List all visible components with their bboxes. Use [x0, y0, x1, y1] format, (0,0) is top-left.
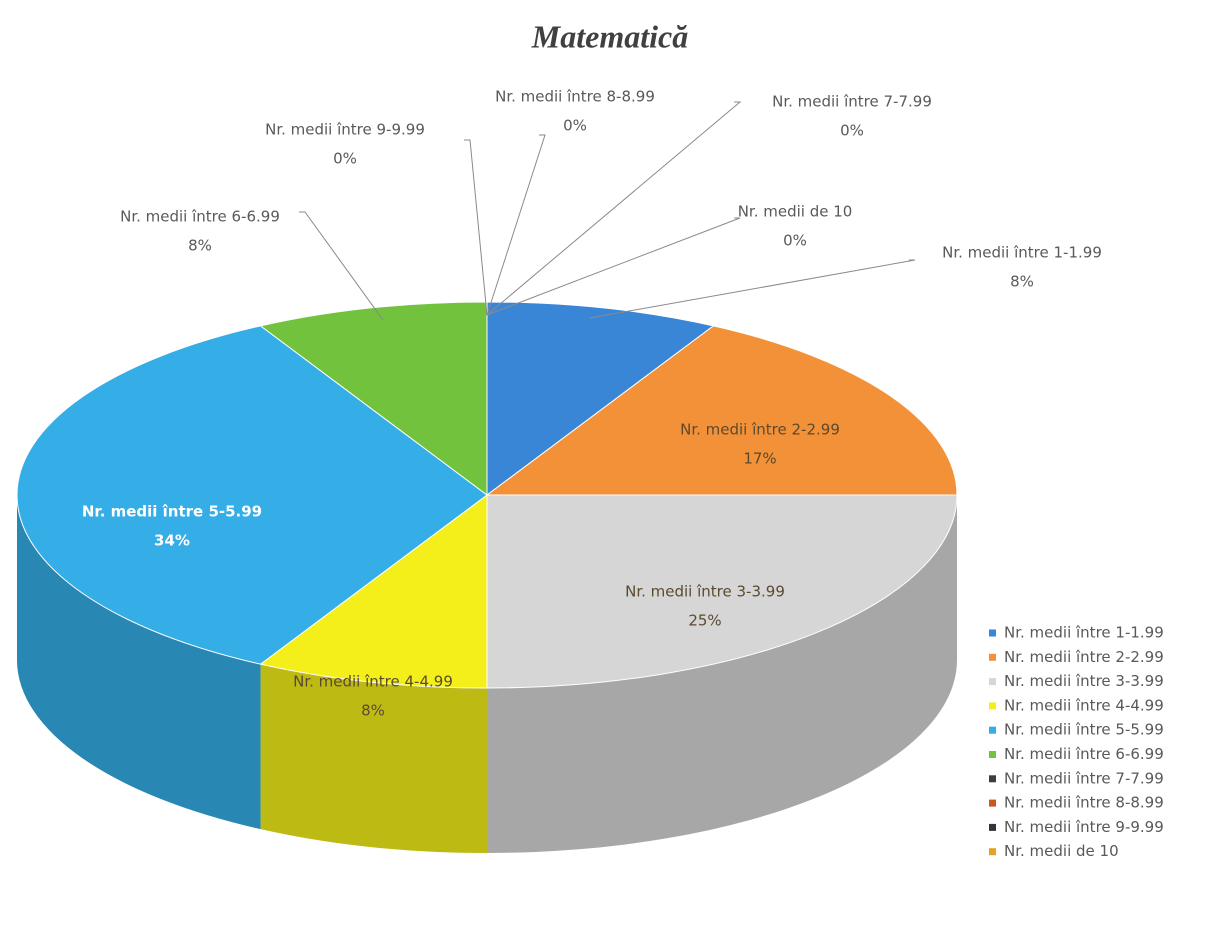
slice	[259, 301, 488, 496]
data-label-value: 8%	[1010, 273, 1034, 291]
data-label-value: 17%	[743, 450, 776, 468]
legend-label: Nr. medii între 7-7.99	[1004, 769, 1164, 787]
legend-swatch	[989, 678, 996, 686]
data-label-value: 0%	[783, 232, 807, 250]
legend-label: Nr. medii între 5-5.99	[1004, 721, 1164, 739]
slice	[486, 494, 958, 689]
slice	[485, 325, 958, 496]
data-label-value: 0%	[333, 150, 357, 168]
legend-swatch	[989, 848, 996, 856]
legend-swatch	[989, 823, 996, 831]
legend-label: Nr. medii între 8-8.99	[1004, 794, 1164, 812]
legend-label: Nr. medii între 2-2.99	[1004, 648, 1164, 666]
chart-title: Matematică	[531, 18, 688, 54]
slice	[259, 494, 488, 689]
legend-swatch	[989, 653, 996, 661]
data-label-name: Nr. medii între 2-2.99	[680, 421, 840, 439]
leader-line	[589, 259, 916, 319]
legend-swatch	[989, 726, 996, 734]
legend-label: Nr. medii de 10	[1004, 842, 1119, 860]
leader-line	[464, 139, 488, 316]
leader-line	[486, 101, 742, 316]
data-label-name: Nr. medii între 1-1.99	[942, 244, 1102, 262]
legend-label: Nr. medii între 9-9.99	[1004, 818, 1164, 836]
data-label-name: Nr. medii între 7-7.99	[772, 93, 932, 111]
slice-side	[487, 495, 957, 853]
leader-line	[486, 217, 741, 316]
slice	[486, 301, 715, 496]
data-label-value: 0%	[563, 117, 587, 135]
leader-line	[486, 134, 546, 316]
data-label-name: Nr. medii de 10	[738, 203, 853, 221]
legend-label: Nr. medii între 4-4.99	[1004, 696, 1164, 714]
data-label-name: Nr. medii între 6-6.99	[120, 208, 280, 226]
data-label-name: Nr. medii între 9-9.99	[265, 121, 425, 139]
data-label-value: 34%	[154, 532, 190, 550]
data-label-value: 0%	[840, 122, 864, 140]
data-label-name: Nr. medii între 5-5.99	[82, 503, 262, 521]
leader-line	[299, 211, 384, 321]
data-label-name: Nr. medii între 4-4.99	[293, 673, 453, 691]
data-label-name: Nr. medii între 3-3.99	[625, 583, 785, 601]
legend-label: Nr. medii între 3-3.99	[1004, 672, 1164, 690]
data-label-name: Nr. medii între 8-8.99	[495, 88, 655, 106]
legend-label: Nr. medii între 6-6.99	[1004, 745, 1164, 763]
legend-label: Nr. medii între 1-1.99	[1004, 624, 1164, 642]
data-label-value: 8%	[361, 702, 385, 720]
slice	[16, 325, 488, 665]
data-label-value: 8%	[188, 237, 212, 255]
slice-side	[17, 495, 261, 830]
legend-swatch	[989, 775, 996, 783]
legend-swatch	[989, 799, 996, 807]
legend-swatch	[989, 702, 996, 710]
legend-swatch	[989, 751, 996, 758]
data-label-value: 25%	[688, 612, 721, 630]
slice-side	[260, 664, 487, 853]
legend-swatch	[989, 629, 996, 637]
